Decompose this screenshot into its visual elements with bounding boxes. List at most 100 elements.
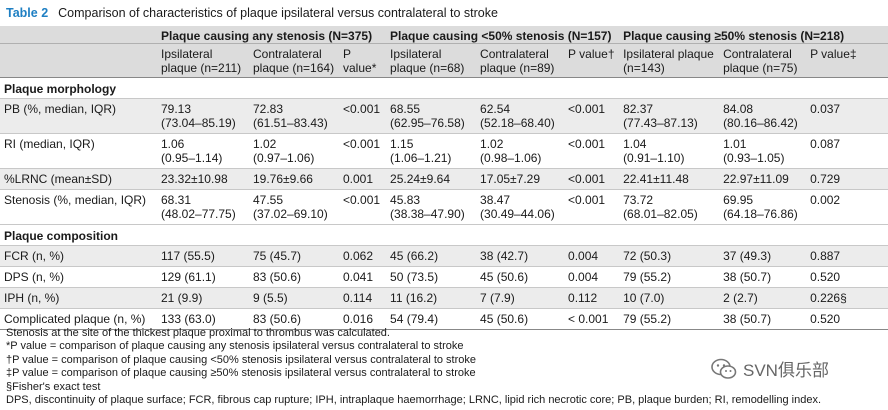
column-header: Ipsilateral plaque (n=143) bbox=[619, 43, 720, 78]
column-header: Ipsilateral plaque (n=68) bbox=[386, 43, 477, 78]
table-row: %LRNC (mean±SD) 23.32±10.98 19.76±9.66 0.00… bbox=[0, 168, 888, 190]
table-cell: <0.001 bbox=[339, 98, 387, 134]
group-header: Plaque causing any stenosis (N=375) bbox=[157, 26, 387, 44]
table-caption: Table 2 Comparison of characteristics of … bbox=[0, 0, 888, 26]
table-cell: 0.226§ bbox=[806, 287, 888, 309]
table-cell: 1.06 (0.95–1.14) bbox=[157, 133, 249, 169]
wechat-icon bbox=[711, 358, 737, 379]
row-label: DPS (n, %) bbox=[0, 266, 157, 288]
column-header: Contralateral plaque (n=89) bbox=[476, 43, 565, 78]
table-cell: 25.24±9.64 bbox=[386, 168, 477, 190]
footnote: DPS, discontinuity of plaque surface; FC… bbox=[6, 394, 822, 407]
table-title: Comparison of characteristics of plaque … bbox=[58, 6, 498, 20]
table-cell: 117 (55.5) bbox=[157, 245, 249, 267]
footnote: ‡P value = comparison of plaque causing … bbox=[6, 367, 476, 380]
table-body: Plaque morphology PB (%, median, IQR) 79.1… bbox=[0, 77, 888, 330]
table-cell: 38 (50.7) bbox=[719, 308, 807, 330]
table-cell: 50 (73.5) bbox=[386, 266, 477, 288]
row-label: RI (median, IQR) bbox=[0, 133, 157, 169]
table-cell: 83 (50.6) bbox=[249, 266, 339, 288]
row-label: PB (%, median, IQR) bbox=[0, 98, 157, 134]
table-cell: 10 (7.0) bbox=[619, 287, 720, 309]
table-cell: 0.001 bbox=[339, 168, 387, 190]
table-cell: 1.04 (0.91–1.10) bbox=[619, 133, 720, 169]
table-cell: <0.001 bbox=[564, 133, 620, 169]
table-cell: 79 (55.2) bbox=[619, 308, 720, 330]
table-cell: 82.37 (77.43–87.13) bbox=[619, 98, 720, 134]
watermark: SVN俱乐部 bbox=[711, 356, 829, 381]
table-cell: 0.002 bbox=[806, 189, 888, 225]
table-cell: 19.76±9.66 bbox=[249, 168, 339, 190]
table-cell: 1.02 (0.97–1.06) bbox=[249, 133, 339, 169]
column-header-row: Ipsilateral plaque (n=211) Contralateral… bbox=[0, 43, 888, 78]
table-cell: 129 (61.1) bbox=[157, 266, 249, 288]
row-label: %LRNC (mean±SD) bbox=[0, 168, 157, 190]
column-header: Contralateral plaque (n=75) bbox=[719, 43, 807, 78]
table-cell: 17.05±7.29 bbox=[476, 168, 565, 190]
table-cell: 75 (45.7) bbox=[249, 245, 339, 267]
table-cell: 62.54 (52.18–68.40) bbox=[476, 98, 565, 134]
table-cell: 0.062 bbox=[339, 245, 387, 267]
row-label: Stenosis (%, median, IQR) bbox=[0, 189, 157, 225]
footnote: Stenosis at the site of the thickest pla… bbox=[6, 327, 390, 339]
table-row: PB (%, median, IQR) 79.13 (73.04–85.19) 72… bbox=[0, 98, 888, 134]
table-cell: 72.83 (61.51–83.43) bbox=[249, 98, 339, 134]
footnote: §Fisher's exact test bbox=[6, 380, 101, 393]
column-header: P value† bbox=[564, 43, 620, 78]
table-cell: 7 (7.9) bbox=[476, 287, 565, 309]
section-title: Plaque morphology bbox=[0, 77, 888, 99]
table-cell: 38.47 (30.49–44.06) bbox=[476, 189, 565, 225]
column-header: P value* bbox=[339, 43, 387, 78]
table-cell: 38 (50.7) bbox=[719, 266, 807, 288]
table-cell: <0.001 bbox=[339, 189, 387, 225]
table-cell: 0.016 bbox=[339, 308, 387, 330]
table-row: Complicated plaque (n, %) 133 (63.0) 83 (5… bbox=[0, 308, 888, 330]
table-cell: 0.004 bbox=[564, 245, 620, 267]
footnote: †P value = comparison of plaque causing … bbox=[6, 353, 477, 366]
column-header: Ipsilateral plaque (n=211) bbox=[157, 43, 249, 78]
table-cell: 83 (50.6) bbox=[249, 308, 339, 330]
row-label: IPH (n, %) bbox=[0, 287, 157, 309]
group-header-row: Plaque causing any stenosis (N=375) Plaq… bbox=[0, 26, 888, 44]
table-row: DPS (n, %) 129 (61.1) 83 (50.6) 0.041 50 (73… bbox=[0, 266, 888, 288]
table-cell: 0.041 bbox=[339, 266, 387, 288]
row-label: Complicated plaque (n, %) bbox=[0, 308, 157, 330]
table-cell: 9 (5.5) bbox=[249, 287, 339, 309]
table-cell: 45 (50.6) bbox=[476, 308, 565, 330]
table-number: Table 2 bbox=[6, 6, 49, 20]
table-cell: 73.72 (68.01–82.05) bbox=[619, 189, 720, 225]
table-cell: 11 (16.2) bbox=[386, 287, 477, 309]
table-cell: 1.02 (0.98–1.06) bbox=[476, 133, 565, 169]
table-cell: 0.037 bbox=[806, 98, 888, 134]
table-cell: 0.112 bbox=[564, 287, 620, 309]
table-cell: 0.114 bbox=[339, 287, 387, 309]
corner-cell bbox=[0, 26, 157, 44]
table-cell: <0.001 bbox=[564, 98, 620, 134]
table-cell: 45 (66.2) bbox=[386, 245, 477, 267]
table-cell: 68.31 (48.02–77.75) bbox=[157, 189, 249, 225]
table-cell: 79.13 (73.04–85.19) bbox=[157, 98, 249, 134]
table-cell: < 0.001 bbox=[564, 308, 620, 330]
table-cell: 22.97±11.09 bbox=[719, 168, 807, 190]
table-cell: 0.520 bbox=[806, 308, 888, 330]
table-cell: 21 (9.9) bbox=[157, 287, 249, 309]
table-cell: 22.41±11.48 bbox=[619, 168, 720, 190]
table-cell: 72 (50.3) bbox=[619, 245, 720, 267]
table-cell: 0.520 bbox=[806, 266, 888, 288]
table-row: IPH (n, %) 21 (9.9) 9 (5.5) 0.114 11 (16.2) 7… bbox=[0, 287, 888, 309]
table-cell: 37 (49.3) bbox=[719, 245, 807, 267]
watermark-text: SVN俱乐部 bbox=[743, 361, 829, 380]
table-cell: 79 (55.2) bbox=[619, 266, 720, 288]
section-header-row: Plaque morphology bbox=[0, 77, 888, 99]
table-cell: 133 (63.0) bbox=[157, 308, 249, 330]
table-cell: 2 (2.7) bbox=[719, 287, 807, 309]
table-cell: 23.32±10.98 bbox=[157, 168, 249, 190]
section-header-row: Plaque composition bbox=[0, 224, 888, 246]
table-cell: 0.729 bbox=[806, 168, 888, 190]
table-cell: 38 (42.7) bbox=[476, 245, 565, 267]
table-cell: 45 (50.6) bbox=[476, 266, 565, 288]
table-cell: <0.001 bbox=[564, 189, 620, 225]
table-cell: 1.01 (0.93–1.05) bbox=[719, 133, 807, 169]
section-title: Plaque composition bbox=[0, 224, 888, 246]
table-container: Plaque causing any stenosis (N=375) Plaq… bbox=[0, 26, 888, 330]
